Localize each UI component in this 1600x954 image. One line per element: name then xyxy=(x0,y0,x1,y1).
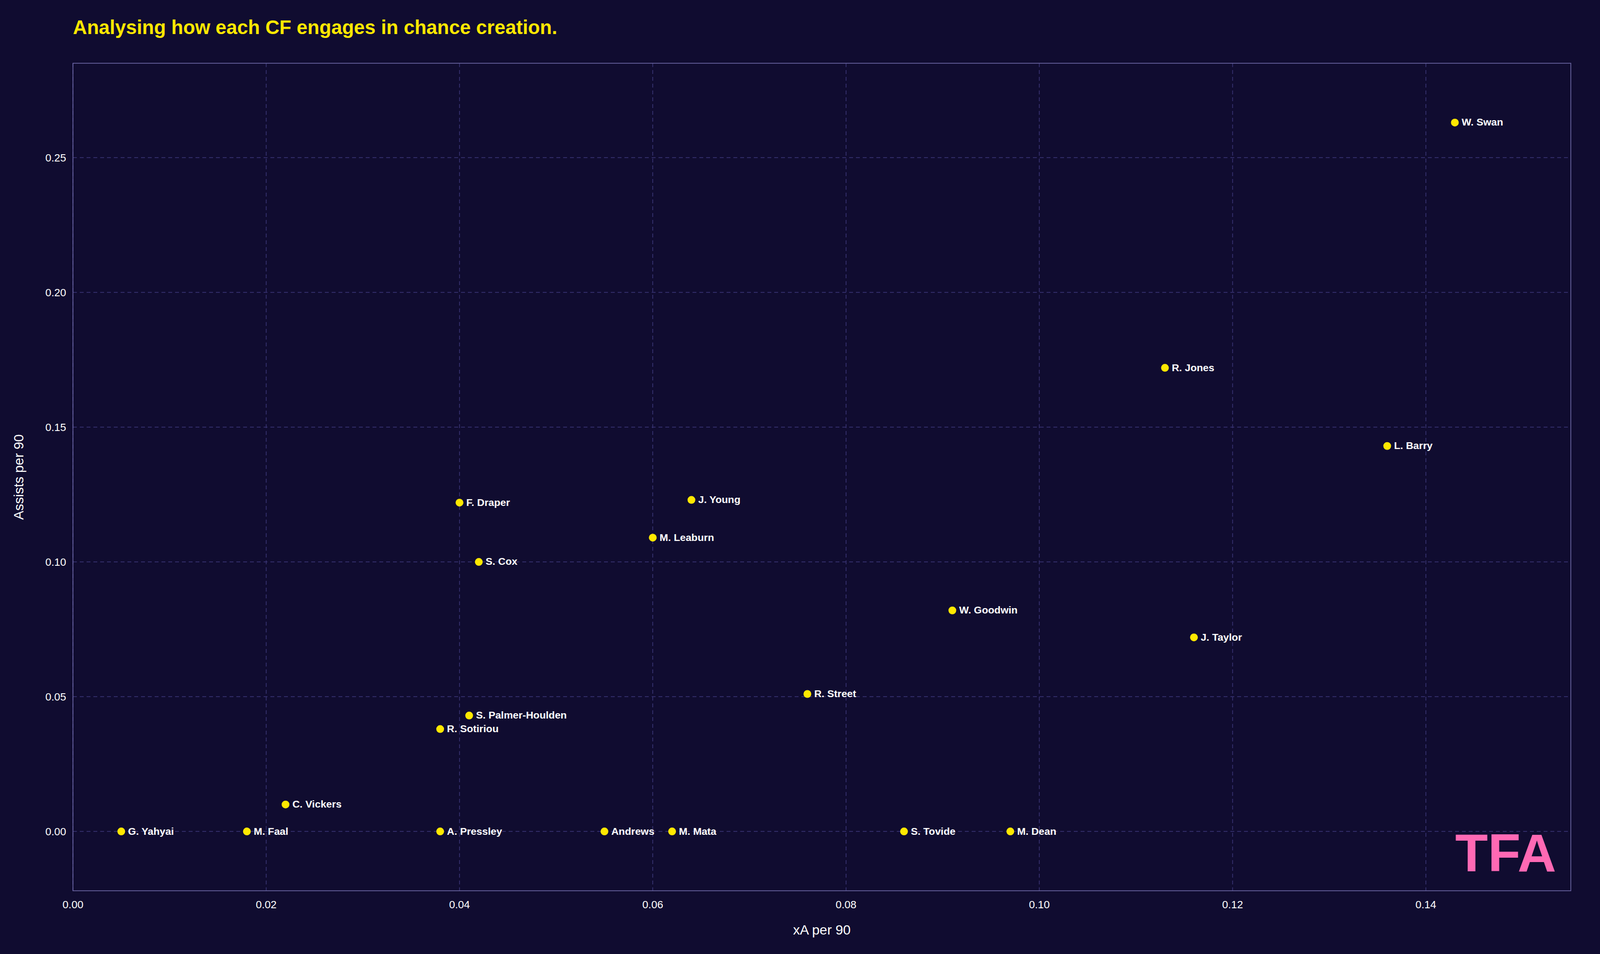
point xyxy=(948,606,957,615)
point xyxy=(648,533,657,542)
point xyxy=(436,827,445,836)
y-axis-label: Assists per 90 xyxy=(11,434,27,520)
point-label: L. Barry xyxy=(1393,439,1433,451)
point-label: G. Yahyai xyxy=(127,825,174,837)
point xyxy=(455,498,464,507)
point xyxy=(668,827,676,836)
watermark: TFA xyxy=(1455,822,1557,883)
chart: Analysing how each CF engages in chance … xyxy=(0,0,1600,954)
point-label: F. Draper xyxy=(466,496,511,508)
y-grid-line xyxy=(72,157,1571,159)
point-label: W. Goodwin xyxy=(959,604,1018,616)
y-tick-label: 0.05 xyxy=(45,690,67,703)
point-label: M. Faal xyxy=(253,825,289,837)
point-label: S. Palmer-Houlden xyxy=(476,709,568,721)
point-label: S. Tovide xyxy=(910,825,956,837)
point xyxy=(117,827,125,836)
x-grid-line xyxy=(652,63,654,891)
point xyxy=(465,711,474,720)
point-label: Andrews xyxy=(611,825,655,837)
point xyxy=(436,725,445,733)
point xyxy=(1383,442,1391,450)
y-grid-line xyxy=(72,291,1571,293)
points xyxy=(117,118,1459,836)
x-grid-line xyxy=(459,63,461,891)
point xyxy=(1160,363,1169,372)
x-grid-line xyxy=(1038,63,1040,891)
y-grid-line xyxy=(72,426,1571,428)
x-tick-label: 0.02 xyxy=(255,898,277,911)
point-label: R. Jones xyxy=(1171,361,1215,374)
x-tick-label: 0.06 xyxy=(642,898,664,911)
x-tick-label: 0.08 xyxy=(835,898,857,911)
point xyxy=(1190,633,1198,641)
point-label: M. Mata xyxy=(678,825,717,837)
grid xyxy=(72,63,1571,891)
x-tick-label: 0.12 xyxy=(1222,898,1244,911)
x-tick-label: 0.14 xyxy=(1415,898,1437,911)
x-grid-line xyxy=(845,63,847,891)
x-axis-label: xA per 90 xyxy=(793,922,851,938)
title: Analysing how each CF engages in chance … xyxy=(72,16,558,38)
x-tick-label: 0.04 xyxy=(448,898,470,911)
point xyxy=(1451,118,1459,127)
point-label: M. Dean xyxy=(1016,825,1057,837)
point xyxy=(1006,827,1014,836)
x-tick-label: 0.00 xyxy=(62,898,84,911)
point xyxy=(281,800,290,809)
point-label: W. Swan xyxy=(1461,116,1504,128)
point-label: J. Taylor xyxy=(1200,631,1243,643)
y-tick-label: 0.00 xyxy=(45,825,67,838)
point-label: J. Young xyxy=(698,493,741,505)
plot-frame xyxy=(72,63,1571,891)
x-grid-line xyxy=(1232,63,1234,891)
y-grid-line xyxy=(72,561,1571,563)
x-grid-line xyxy=(1425,63,1427,891)
point-labels: G. Yahyai M. Faal C. Vickers A. Pressley R. … xyxy=(127,116,1503,836)
y-grid-line xyxy=(72,830,1571,832)
point-label: R. Sotiriou xyxy=(446,722,499,734)
point xyxy=(687,496,696,504)
y-tick-label: 0.10 xyxy=(45,555,67,569)
x-grid-line xyxy=(266,63,267,891)
y-tick-label: 0.25 xyxy=(45,151,67,164)
point xyxy=(475,557,483,566)
point xyxy=(900,827,908,836)
point-label: A. Pressley xyxy=(446,825,503,837)
y-tick-label: 0.15 xyxy=(45,421,67,434)
y-tick-label: 0.20 xyxy=(45,286,67,299)
point-label: C. Vickers xyxy=(292,798,342,810)
x-tick-label: 0.10 xyxy=(1029,898,1050,911)
background xyxy=(0,0,1600,954)
point-label: M. Leaburn xyxy=(659,531,714,543)
point xyxy=(243,827,251,836)
point xyxy=(600,827,609,836)
point-label: S. Cox xyxy=(485,555,518,567)
point xyxy=(803,690,812,698)
point-label: R. Street xyxy=(814,687,856,699)
